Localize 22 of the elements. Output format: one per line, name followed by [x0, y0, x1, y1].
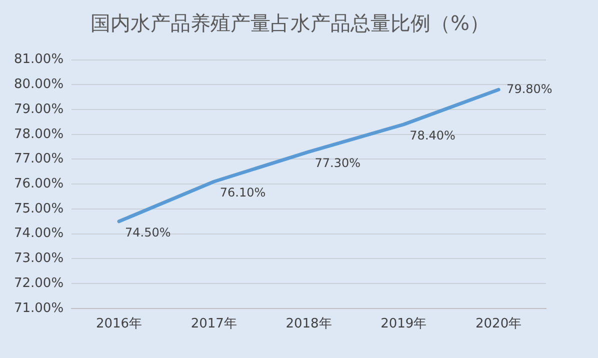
x-tick-label: 2017年 — [190, 316, 237, 332]
x-tick-label: 2019年 — [380, 316, 427, 332]
x-tick-label: 2018年 — [286, 316, 332, 332]
y-tick-label: 77.00% — [14, 152, 64, 167]
y-tick-label: 76.00% — [14, 176, 64, 192]
y-tick-label: 75.00% — [14, 201, 64, 216]
y-tick-label: 78.00% — [14, 126, 64, 142]
y-tick-label: 80.00% — [14, 77, 64, 92]
data-label: 79.80% — [506, 82, 552, 96]
y-tick-label: 72.00% — [14, 276, 64, 291]
data-label: 77.30% — [314, 156, 361, 170]
x-tick-label: 2020年 — [476, 316, 522, 332]
data-label: 78.40% — [410, 128, 456, 143]
data-label: 74.50% — [125, 226, 171, 240]
y-tick-label: 74.00% — [14, 226, 64, 242]
y-tick-label: 71.00% — [14, 300, 64, 316]
y-tick-label: 81.00% — [14, 52, 64, 68]
y-tick-label: 73.00% — [14, 251, 64, 266]
y-tick-label: 79.00% — [14, 102, 64, 117]
x-tick-label: 2016年 — [96, 316, 142, 332]
data-label: 76.10% — [220, 186, 266, 200]
chart-title: 国内水产品养殖产量占水产品总量比例（%） — [89, 10, 490, 37]
